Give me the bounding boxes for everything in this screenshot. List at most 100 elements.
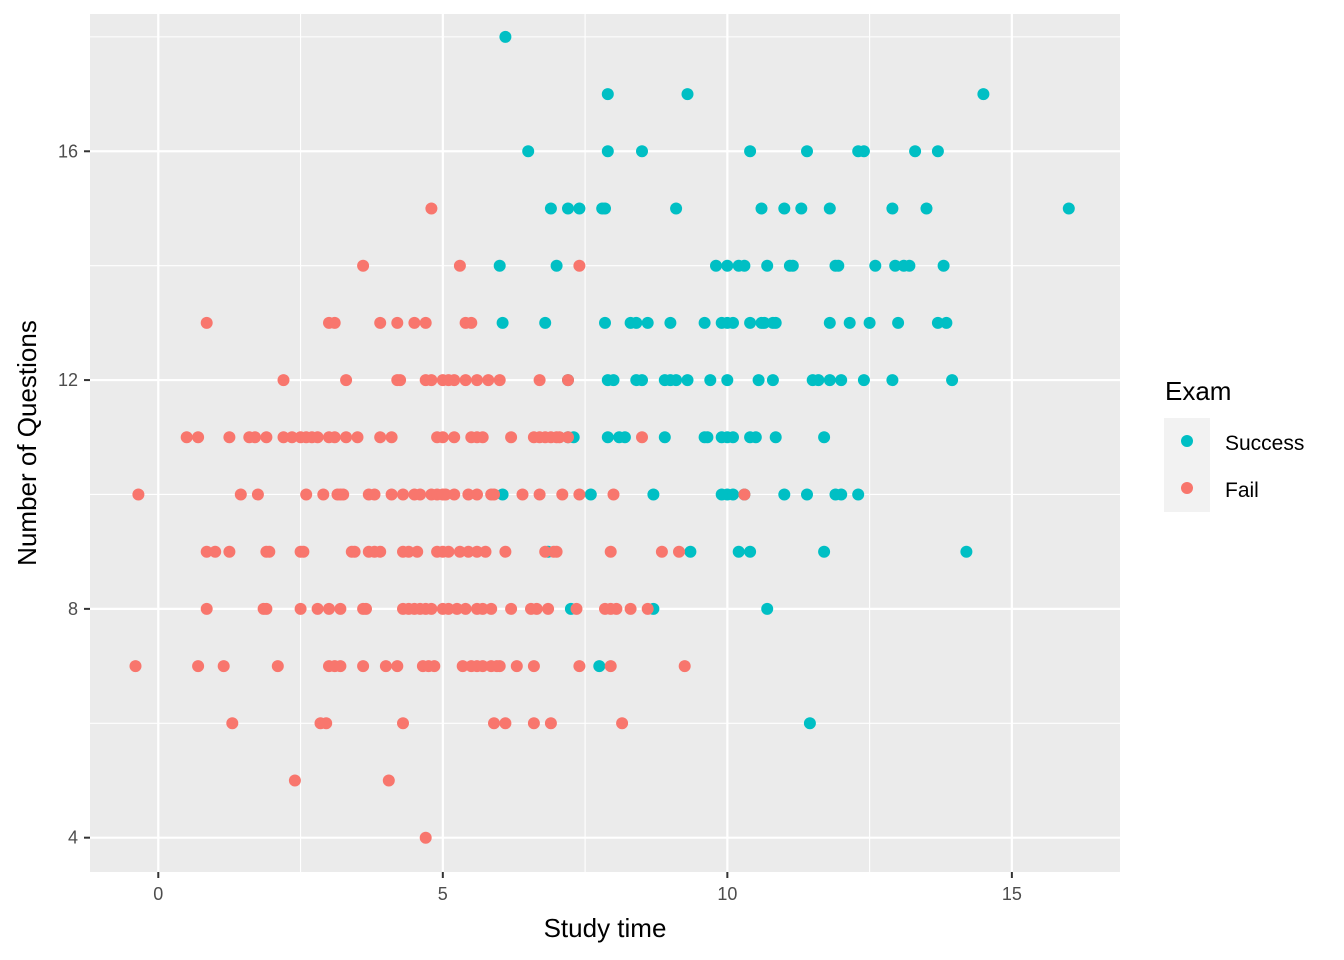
point-success	[573, 202, 586, 215]
point-fail	[436, 431, 449, 444]
point-fail	[408, 316, 421, 329]
point-success	[946, 374, 959, 387]
point-success	[684, 545, 697, 558]
point-success	[835, 374, 848, 387]
point-fail	[223, 545, 236, 558]
point-success	[909, 145, 922, 158]
point-success	[857, 145, 870, 158]
point-fail	[251, 488, 264, 501]
point-fail	[556, 488, 569, 501]
point-success	[550, 259, 563, 272]
point-fail	[311, 431, 324, 444]
point-success	[755, 202, 768, 215]
legend-key-success	[1181, 435, 1193, 447]
point-success	[493, 259, 506, 272]
point-fail	[499, 545, 512, 558]
point-fail	[459, 374, 472, 387]
point-fail	[673, 545, 685, 558]
point-fail	[297, 545, 310, 558]
panel-background	[90, 14, 1120, 872]
point-fail	[471, 374, 483, 387]
legend: Exam Success Fail	[1164, 376, 1304, 512]
point-fail	[573, 488, 586, 501]
point-fail	[448, 431, 461, 444]
point-success	[562, 202, 574, 215]
x-tick-label: 0	[153, 884, 163, 904]
point-success	[795, 202, 808, 215]
point-success	[732, 545, 745, 558]
point-success	[801, 145, 813, 158]
point-fail	[328, 316, 341, 329]
point-success	[647, 488, 660, 501]
point-success	[857, 374, 870, 387]
legend-label-success: Success	[1225, 432, 1304, 455]
point-fail	[527, 717, 540, 730]
point-fail	[499, 717, 512, 730]
point-fail	[453, 259, 466, 272]
point-fail	[456, 660, 469, 673]
point-success	[903, 259, 916, 272]
point-success	[931, 316, 944, 329]
point-fail	[217, 660, 230, 673]
point-success	[698, 316, 711, 329]
point-fail	[493, 660, 506, 673]
point-success	[636, 145, 648, 158]
point-fail	[340, 431, 353, 444]
point-fail	[323, 602, 335, 615]
point-success	[499, 30, 512, 43]
point-success	[727, 488, 739, 501]
point-fail	[277, 374, 290, 387]
point-fail	[180, 431, 193, 444]
point-fail	[397, 717, 409, 730]
point-success	[710, 259, 722, 272]
point-fail	[397, 488, 409, 501]
point-fail	[488, 488, 500, 501]
point-fail	[533, 374, 546, 387]
point-success	[593, 660, 606, 673]
point-fail	[544, 717, 557, 730]
point-success	[823, 202, 836, 215]
point-success	[940, 316, 953, 329]
point-success	[721, 259, 734, 272]
point-fail	[510, 660, 523, 673]
y-axis: 4 8 12 16	[58, 141, 90, 848]
y-tick-label: 8	[68, 599, 78, 619]
point-success	[778, 488, 791, 501]
point-fail	[132, 488, 145, 501]
point-fail	[226, 717, 239, 730]
point-fail	[493, 374, 506, 387]
point-success	[641, 316, 654, 329]
point-fail	[485, 602, 498, 615]
point-fail	[482, 374, 495, 387]
point-fail	[374, 316, 387, 329]
point-fail	[527, 660, 540, 673]
point-fail	[425, 202, 438, 215]
point-fail	[334, 660, 347, 673]
point-success	[803, 717, 816, 730]
point-success	[761, 602, 774, 615]
point-success	[744, 316, 757, 329]
point-fail	[288, 774, 301, 787]
point-fail	[624, 602, 637, 615]
point-fail	[286, 431, 298, 444]
x-tick-label: 15	[1002, 884, 1022, 904]
point-success	[886, 374, 899, 387]
point-success	[823, 374, 836, 387]
point-success	[852, 488, 865, 501]
point-success	[786, 259, 799, 272]
point-fail	[505, 431, 518, 444]
point-fail	[260, 602, 273, 615]
point-success	[599, 316, 611, 329]
point-fail	[311, 602, 324, 615]
point-fail	[636, 431, 648, 444]
point-fail	[209, 545, 222, 558]
point-success	[835, 488, 848, 501]
point-success	[601, 431, 614, 444]
point-fail	[678, 660, 691, 673]
point-success	[727, 431, 739, 444]
point-fail	[320, 717, 333, 730]
point-fail	[442, 545, 455, 558]
point-success	[960, 545, 973, 558]
point-fail	[573, 259, 586, 272]
point-fail	[271, 660, 284, 673]
